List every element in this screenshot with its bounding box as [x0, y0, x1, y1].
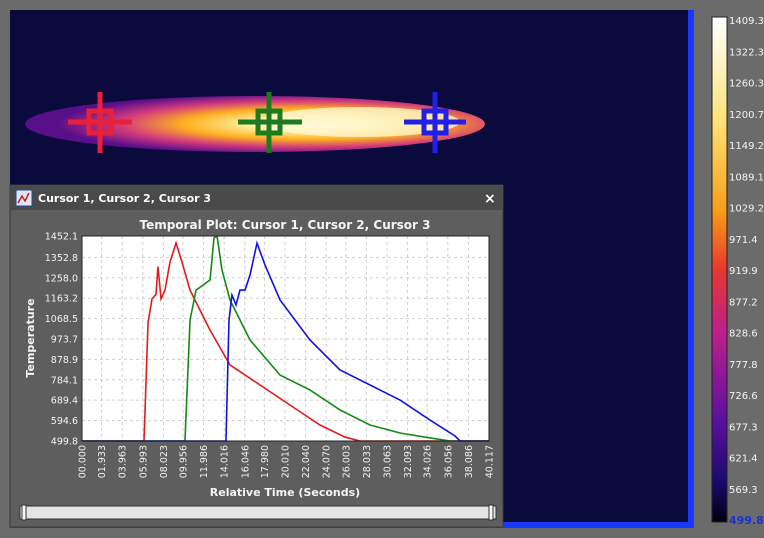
colorbar-label: 1322.3 [729, 47, 764, 58]
y-tick-label: 973.7 [51, 334, 78, 345]
colorbar-labels: 1409.3 1322.3 1260.3 1200.7 1149.2 1089.1 1029… [729, 16, 764, 527]
x-tick-label: 32.093 [403, 445, 414, 478]
colorbar-label: 919.9 [729, 266, 758, 277]
y-tick-label: 1068.5 [45, 314, 78, 325]
colorbar-label: 1200.7 [729, 110, 764, 121]
cursor [238, 92, 302, 153]
x-tick-label: 00.000 [78, 445, 89, 478]
cursor [68, 92, 132, 153]
x-tick-label: 26.003 [341, 445, 352, 478]
y-tick-label: 1352.8 [45, 253, 78, 264]
y-tick-label: 1163.2 [45, 294, 78, 305]
x-tick-label: 24.070 [322, 445, 333, 478]
plot-frame [81, 235, 490, 442]
x-tick-label: 28.033 [362, 445, 373, 478]
slider-handle[interactable] [21, 504, 27, 521]
x-tick-label: 36.056 [443, 445, 454, 478]
colorbar-label: 569.3 [729, 485, 758, 496]
x-tick-label: 20.010 [281, 445, 292, 478]
series-line [82, 240, 489, 442]
colorbar-label: 621.4 [729, 454, 758, 465]
colorbar-label: 1409.3 [729, 16, 764, 27]
window-icon-graph [17, 192, 30, 204]
hot-core [260, 107, 460, 137]
time-slider[interactable] [19, 505, 497, 520]
x-tick-label: 03.963 [118, 445, 129, 478]
x-tick-label: 09.956 [179, 445, 190, 478]
colorbar-label: 828.6 [729, 329, 758, 340]
colorbar [711, 16, 728, 523]
y-tick-label: 1452.1 [45, 232, 78, 243]
x-axis-label: Relative Time (Seconds) [210, 486, 360, 499]
colorbar-label: 726.6 [729, 391, 758, 402]
y-tick-label: 689.4 [51, 396, 78, 407]
colorbar-label: 499.8 [729, 514, 764, 527]
x-tick-label: 05.993 [138, 445, 149, 478]
series-line [82, 240, 489, 442]
y-tick-label: 784.1 [51, 375, 78, 386]
colorbar-label: 877.2 [729, 297, 758, 308]
chart-title: Temporal Plot: Cursor 1, Cursor 2, Curso… [139, 218, 430, 232]
y-tick-label: 594.6 [51, 416, 78, 427]
x-tick-label: 01.933 [97, 445, 108, 478]
window-title: Cursor 1, Cursor 2, Cursor 3 [38, 192, 211, 205]
x-tick-label: 11.986 [199, 445, 210, 478]
y-axis-label: Temperature [24, 298, 37, 377]
x-tick-label: 30.063 [382, 445, 393, 478]
x-tick-label: 40.117 [485, 445, 496, 478]
x-tick-label: 34.026 [423, 445, 434, 478]
colorbar-label: 1089.1 [729, 172, 764, 183]
x-tick-label: 08.023 [159, 445, 170, 478]
cursors [68, 92, 466, 153]
colorbar-label: 1149.2 [729, 141, 764, 152]
slider-handle[interactable] [488, 504, 494, 521]
colorbar-label: 677.3 [729, 422, 758, 433]
colorbar-label: 1029.2 [729, 204, 764, 215]
close-button[interactable]: × [484, 191, 496, 207]
colorbar-label: 1260.3 [729, 79, 764, 90]
x-tick-label: 16.046 [240, 445, 251, 478]
y-tick-label: 878.9 [51, 355, 78, 366]
x-tick-label: 14.016 [220, 445, 231, 478]
window-titlebar [11, 186, 502, 210]
colorbar-label: 777.8 [729, 360, 758, 371]
image-border [688, 10, 694, 528]
x-tick-label: 22.040 [301, 445, 312, 478]
y-tick-label: 1258.0 [45, 273, 78, 284]
y-tick-label: 499.8 [51, 437, 78, 448]
x-tick-label: 17.980 [260, 445, 271, 478]
colorbar-label: 971.4 [729, 235, 758, 246]
x-tick-label: 38.086 [464, 445, 475, 478]
series-line [82, 234, 489, 442]
cursor [404, 92, 466, 153]
